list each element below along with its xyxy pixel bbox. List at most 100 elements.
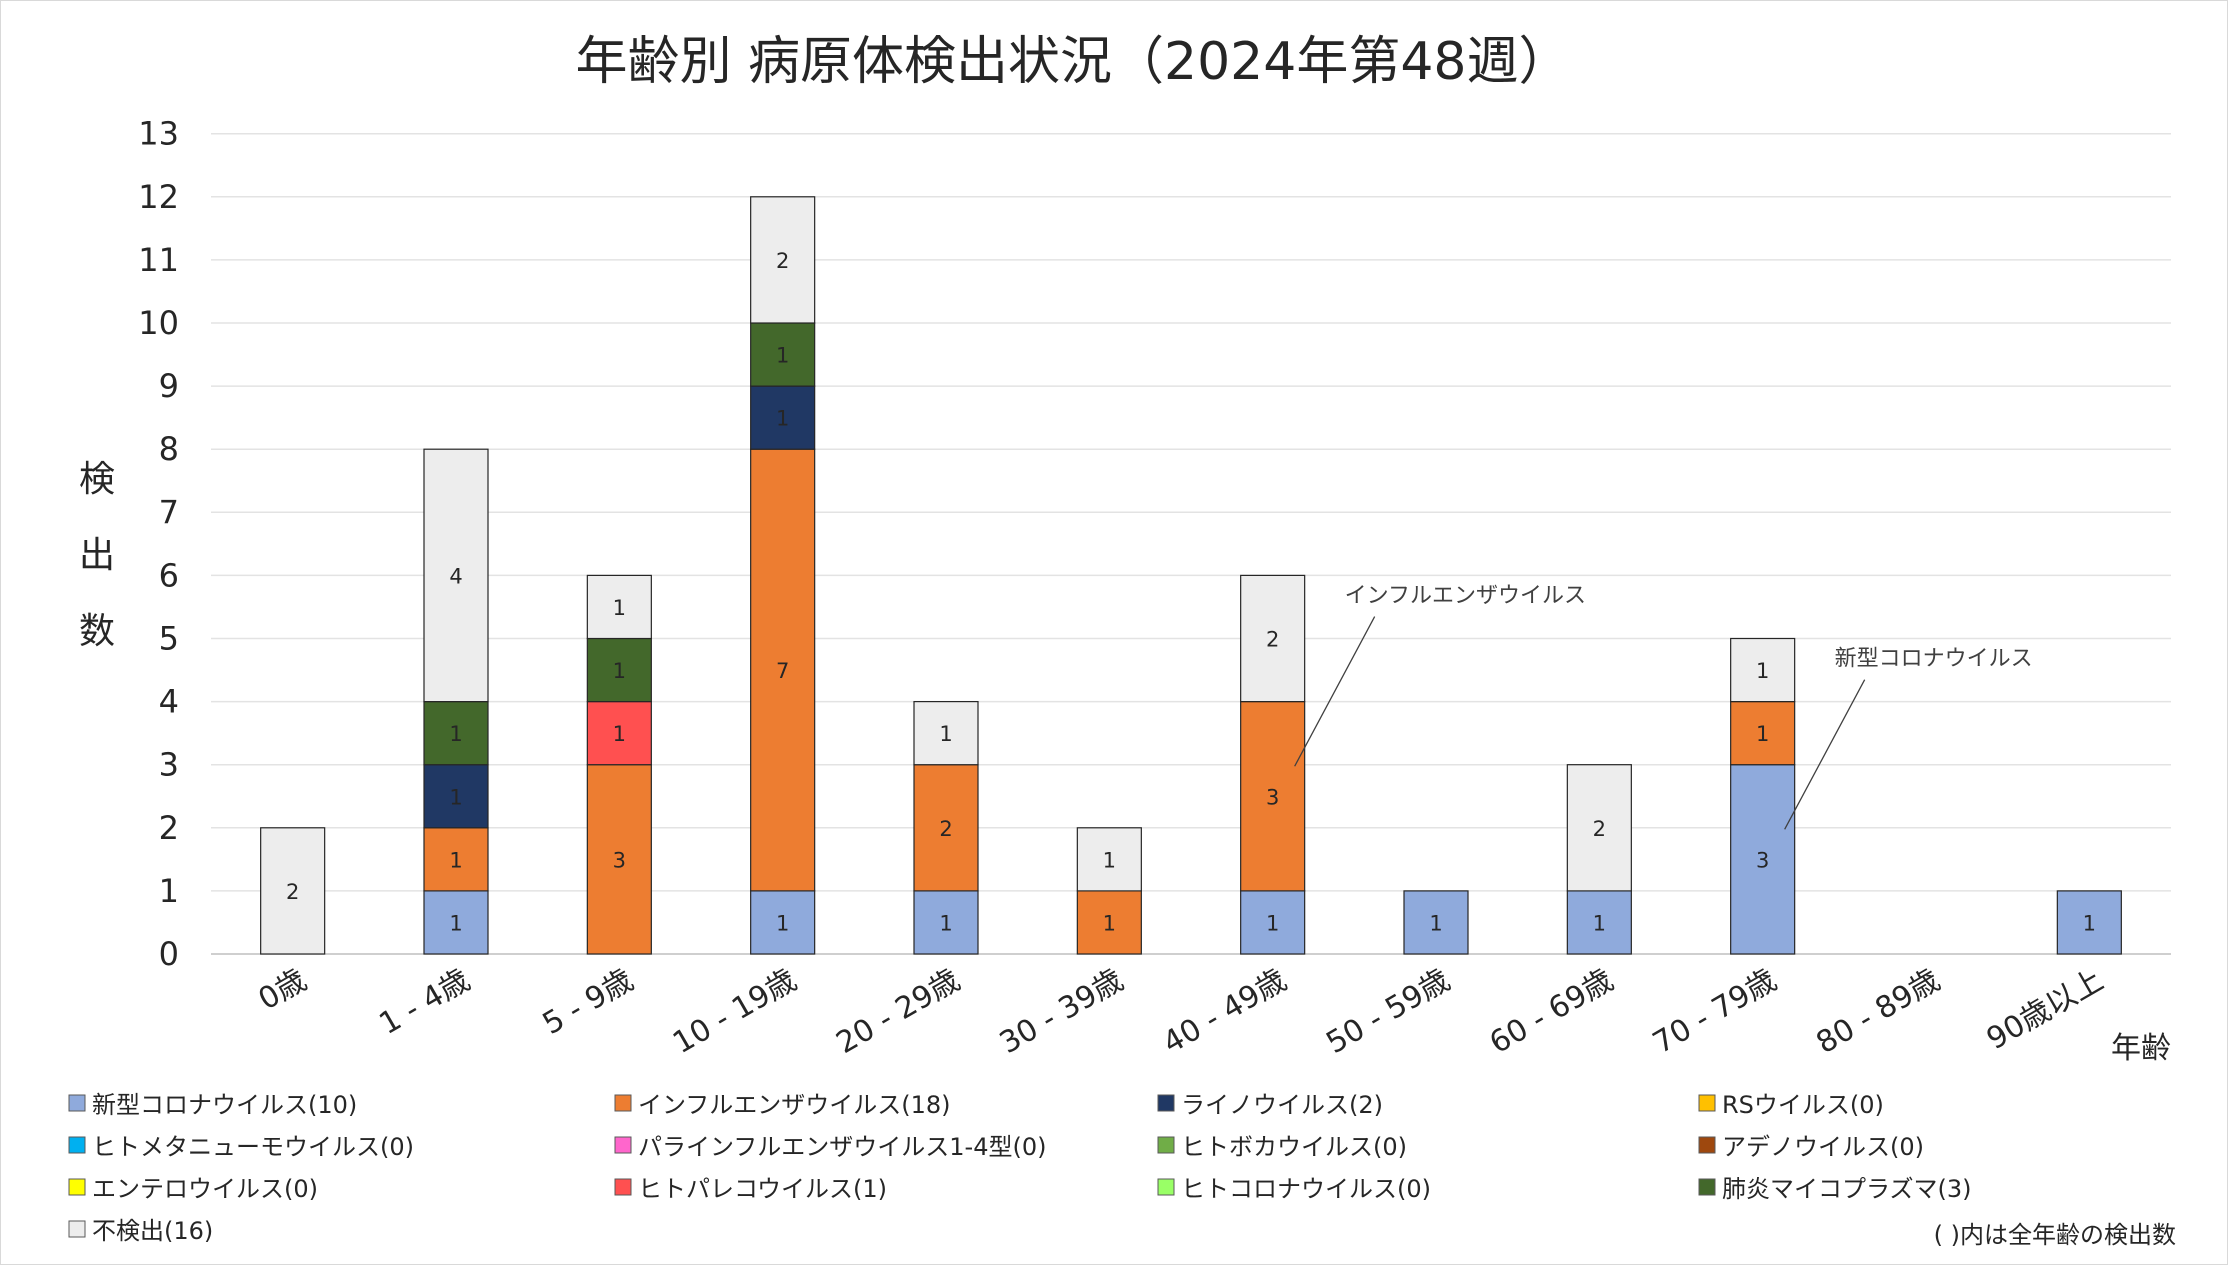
legend-entry: 不検出(16) bbox=[92, 1217, 213, 1245]
segment-value-label: 3 bbox=[613, 848, 626, 872]
y-tick-label: 3 bbox=[159, 746, 179, 784]
segment-value-label: 1 bbox=[939, 911, 952, 935]
bar-segment bbox=[1076, 827, 1142, 892]
segment-value-label: 1 bbox=[1756, 722, 1769, 746]
legend-swatch bbox=[68, 1220, 86, 1238]
x-tick-label: 80 - 89歳 bbox=[1811, 963, 1946, 1061]
legend-entry: 新型コロナウイルス(10) bbox=[92, 1091, 357, 1119]
segment-value-label: 4 bbox=[449, 564, 462, 588]
legend-swatch bbox=[68, 1178, 86, 1196]
gridlines bbox=[211, 132, 2171, 955]
segment-value-label: 1 bbox=[776, 407, 789, 431]
bar-segment bbox=[913, 890, 979, 955]
legend-swatch bbox=[1157, 1094, 1175, 1112]
bar-segment bbox=[750, 322, 816, 387]
bar-segment bbox=[1240, 700, 1306, 892]
segment-value-label: 1 bbox=[449, 785, 462, 809]
y-tick-label: 9 bbox=[159, 367, 179, 405]
x-tick-label: 5 - 9歳 bbox=[537, 963, 639, 1042]
bar-segment bbox=[750, 448, 816, 892]
bar-segment bbox=[1566, 890, 1632, 955]
x-tick-label: 50 - 59歳 bbox=[1321, 963, 1456, 1061]
chart-title: 年齢別 病原体検出状況（2024年第48週） bbox=[575, 32, 1570, 92]
segment-value-label: 1 bbox=[449, 848, 462, 872]
legend-swatch bbox=[1157, 1178, 1175, 1196]
bar-segment bbox=[1730, 700, 1796, 766]
x-tick-label: 70 - 79歳 bbox=[1647, 963, 1782, 1061]
bar-segment bbox=[423, 448, 489, 703]
annotation-leader-line bbox=[1784, 679, 1866, 830]
bar-segment bbox=[586, 637, 652, 703]
x-axis-title: 年齢 bbox=[2111, 1031, 2171, 1066]
bar-segment bbox=[423, 764, 489, 829]
segment-value-label: 3 bbox=[1266, 785, 1279, 809]
bar-segment bbox=[1730, 764, 1796, 955]
x-tick-label: 10 - 19歳 bbox=[667, 963, 802, 1061]
legend-entry: エンテロウイルス(0) bbox=[92, 1175, 318, 1203]
footnote: ( )内は全年齢の検出数 bbox=[1934, 1221, 2176, 1249]
legend: 新型コロナウイルス(10) インフルエンザウイルス(18) ライノウイルス(2) RS… bbox=[68, 1091, 1972, 1245]
legend-swatch bbox=[68, 1136, 86, 1154]
bar-segment bbox=[423, 700, 489, 766]
x-tick-label: 90歳以上 bbox=[1981, 963, 2110, 1057]
legend-entry: アデノウイルス(0) bbox=[1722, 1133, 1924, 1161]
segment-value-label: 1 bbox=[1103, 848, 1116, 872]
legend-entry: インフルエンザウイルス(18) bbox=[638, 1091, 951, 1119]
x-tick-label: 30 - 39歳 bbox=[994, 963, 1129, 1061]
bar-segment bbox=[750, 385, 816, 450]
legend-swatch bbox=[1157, 1136, 1175, 1154]
legend-swatch bbox=[614, 1136, 632, 1154]
segment-value-label: 2 bbox=[776, 249, 789, 273]
legend-entry: パラインフルエンザウイルス1-4型(0) bbox=[638, 1133, 1046, 1161]
segment-value-label: 1 bbox=[613, 659, 626, 683]
segment-value-label: 1 bbox=[1756, 659, 1769, 683]
y-tick-label: 12 bbox=[138, 178, 179, 216]
segment-value-label: 1 bbox=[613, 722, 626, 746]
legend-entry: ヒトコロナウイルス(0) bbox=[1181, 1175, 1431, 1203]
y-tick-label: 4 bbox=[159, 683, 179, 721]
bar-segment bbox=[1566, 764, 1632, 892]
y-tick-label: 1 bbox=[159, 872, 179, 910]
segment-value-label: 1 bbox=[776, 911, 789, 935]
bar-segment bbox=[913, 764, 979, 892]
x-tick-label: 0歳 bbox=[253, 963, 313, 1018]
segment-value-label: 2 bbox=[286, 880, 299, 904]
y-tick-label: 0 bbox=[159, 935, 179, 973]
legend-swatch bbox=[614, 1178, 632, 1196]
y-axis-title-char: 数 bbox=[79, 611, 115, 652]
y-tick-label: 7 bbox=[159, 493, 179, 531]
segment-value-label: 3 bbox=[1756, 848, 1769, 872]
y-tick-label: 10 bbox=[138, 304, 179, 342]
segment-labels: 2 1 1 1 1 4 3 1 1 1 1 7 1 1 2 1 2 1 1 1 1 3 2 1 1 2 3 1 1 1 bbox=[286, 249, 2096, 936]
x-axis-ticks: 0歳 1 - 4歳 5 - 9歳 10 - 19歳 20 - 29歳 30 - 39歳 40… bbox=[253, 963, 2110, 1061]
bars bbox=[260, 196, 2122, 955]
legend-entry: ライノウイルス(2) bbox=[1181, 1091, 1383, 1119]
segment-value-label: 7 bbox=[776, 659, 789, 683]
legend-swatch bbox=[1698, 1136, 1716, 1154]
segment-value-label: 1 bbox=[449, 911, 462, 935]
legend-swatch bbox=[68, 1094, 86, 1112]
segment-value-label: 2 bbox=[939, 817, 952, 841]
legend-entry: ヒトメタニューモウイルス(0) bbox=[92, 1133, 414, 1161]
bar-segment bbox=[423, 827, 489, 892]
legend-swatch bbox=[1698, 1094, 1716, 1112]
bar-segment bbox=[1076, 890, 1142, 955]
legend-swatch bbox=[1698, 1178, 1716, 1196]
segment-value-label: 1 bbox=[2083, 911, 2096, 935]
y-tick-label: 13 bbox=[138, 115, 179, 153]
segment-value-label: 2 bbox=[1266, 628, 1279, 652]
legend-entry: RSウイルス(0) bbox=[1722, 1091, 1884, 1119]
segment-value-label: 1 bbox=[939, 722, 952, 746]
y-tick-label: 11 bbox=[138, 241, 179, 279]
y-tick-label: 2 bbox=[159, 809, 179, 847]
legend-entry: ヒトパレコウイルス(1) bbox=[638, 1175, 887, 1203]
segment-value-label: 1 bbox=[776, 344, 789, 368]
y-axis-title: 検出数 bbox=[79, 459, 115, 652]
segment-value-label: 1 bbox=[1266, 911, 1279, 935]
bar-segment bbox=[586, 574, 652, 640]
legend-entry: ヒトボカウイルス(0) bbox=[1181, 1133, 1407, 1161]
